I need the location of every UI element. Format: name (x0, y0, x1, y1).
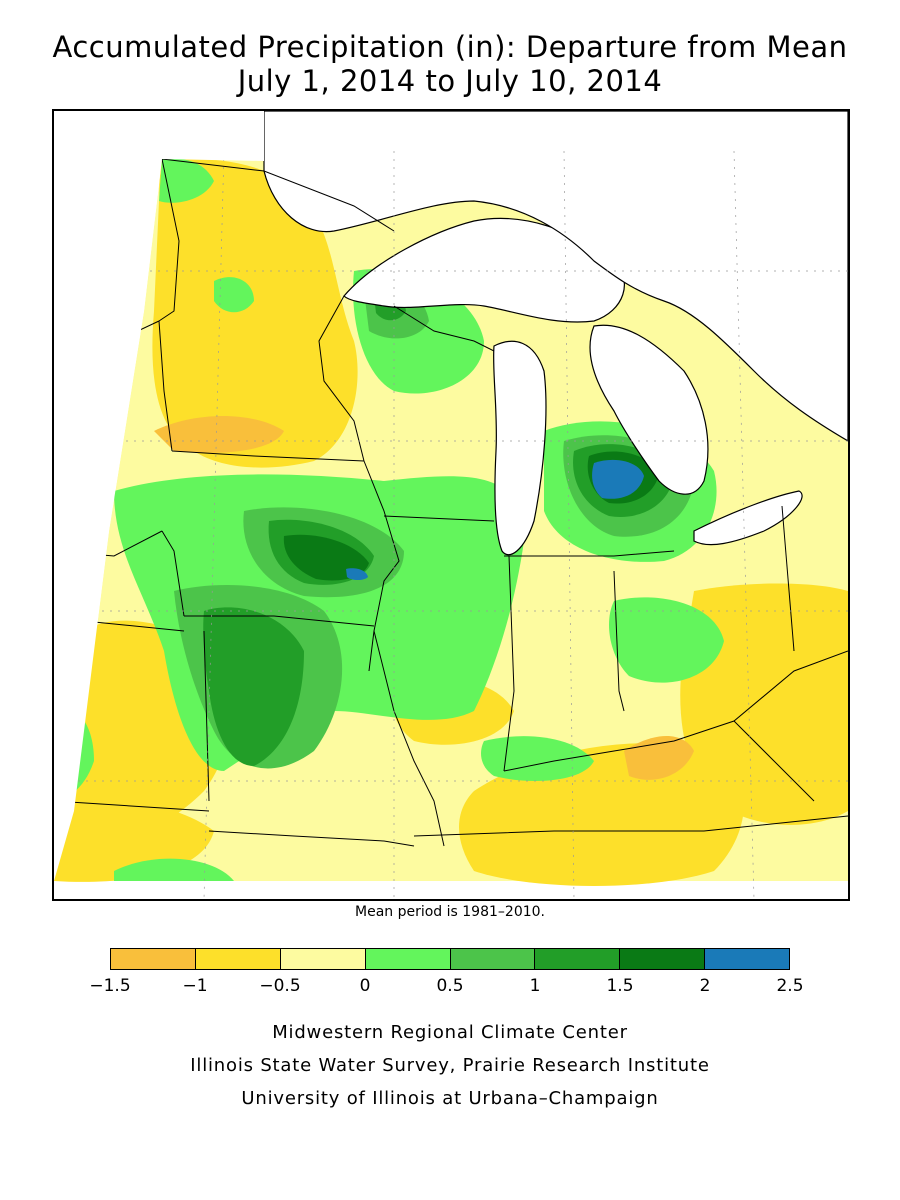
border-wi-mi (393, 305, 495, 352)
legend-tick-label: −1 (182, 976, 208, 996)
border-oh-pa (781, 505, 795, 652)
legend-swatch (111, 949, 196, 969)
legend-tick-label: 0.5 (436, 976, 464, 996)
zone-kentucky-very-dry (624, 736, 694, 780)
legend-ticks: −1.5 −1 −0.5 0 0.5 1 1.5 2 2.5 (89, 972, 803, 1002)
legend-tick-label: 0 (359, 976, 371, 996)
border-mo-ar (208, 830, 415, 847)
border-il-in (503, 555, 515, 772)
lake-erie (693, 490, 803, 546)
legend-tick-label: 1 (529, 976, 541, 996)
map-date-range: July 1, 2014 to July 10, 2014 (237, 64, 663, 98)
zone-iowa-extreme (346, 568, 368, 580)
canada-region (263, 111, 848, 442)
credit-uiuc: University of Illinois at Urbana–Champai… (241, 1088, 659, 1109)
map-title: Accumulated Precipitation (in): Departur… (52, 30, 848, 64)
zone-michigan-extreme (592, 459, 644, 499)
legend-tick-label: 2.5 (776, 976, 804, 996)
border-ky-tn (413, 815, 848, 837)
legend-swatch (450, 949, 536, 969)
credit-isws: Illinois State Water Survey, Prairie Res… (190, 1055, 710, 1076)
great-lakes (263, 111, 848, 556)
border-nd-mn (158, 158, 180, 322)
lake-huron (589, 324, 709, 495)
border-mi-in-oh (504, 550, 675, 557)
domain-mask-left (54, 111, 162, 881)
legend-swatch (535, 949, 621, 969)
domain-mask-top (162, 111, 264, 161)
border-ne-ia (161, 530, 185, 617)
legend-tick-label: −1.5 (89, 976, 131, 996)
border-ks-ok (54, 800, 210, 812)
precipitation-departure-map (52, 109, 850, 901)
zone-minnesota-very-dry (154, 416, 284, 453)
zone-arrowhead-wet (214, 277, 254, 313)
border-ne-ks (83, 620, 185, 632)
zone-indiana-wet (609, 597, 724, 683)
border-ks-mo (203, 630, 210, 802)
border-ia-il (363, 460, 400, 672)
legend-swatch (280, 949, 366, 969)
border-ia-mn (171, 450, 365, 462)
legend-tick-label: −0.5 (259, 976, 301, 996)
zone-iowa-heavy-wet (203, 607, 304, 766)
us-canada-border (161, 158, 395, 232)
zone-southwest-wet (114, 858, 234, 881)
legend-swatch (705, 949, 789, 969)
color-legend (110, 948, 790, 970)
credit-mrcc: Midwestern Regional Climate Center (272, 1022, 628, 1043)
legend-swatch (620, 949, 706, 969)
ohio-river (503, 650, 848, 772)
border-wi-il (383, 515, 495, 522)
legend-swatch (365, 949, 451, 969)
legend-tick-label: 2 (699, 976, 711, 996)
mean-period-note: Mean period is 1981–2010. (355, 904, 545, 920)
border-mn-wi (318, 295, 365, 462)
border-mo-il (373, 630, 445, 847)
zone-north-minnesota-wet (159, 158, 214, 203)
legend-tick-label: 1.5 (606, 976, 634, 996)
border-sd-mn (158, 320, 173, 452)
border-ia-mo (184, 615, 375, 627)
lake-superior (343, 217, 625, 323)
legend-swatch (195, 949, 281, 969)
lake-michigan (493, 340, 547, 556)
domain-mask-right (794, 791, 848, 899)
border-wv (733, 720, 815, 802)
zone-minnesota-dry (152, 182, 358, 468)
map-canvas (54, 111, 848, 899)
